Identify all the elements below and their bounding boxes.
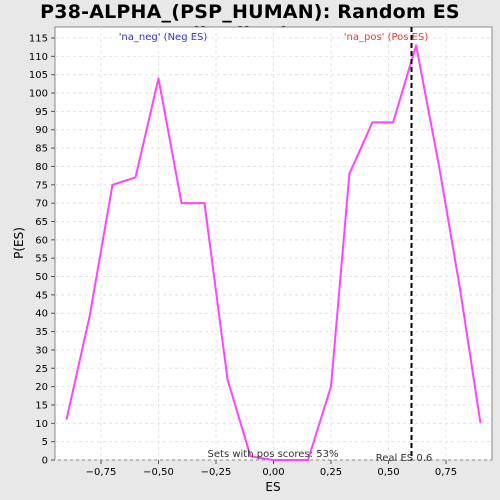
- y-tick-label: 50: [35, 272, 48, 283]
- y-tick-label: 85: [35, 144, 48, 155]
- y-tick-label: 35: [35, 327, 48, 338]
- y-tick-label: 30: [35, 345, 48, 356]
- y-tick-label: 100: [29, 89, 48, 100]
- y-tick-label: 25: [35, 364, 48, 375]
- x-tick-label: −0,50: [143, 467, 174, 478]
- neg-annotation: 'na_neg' (Neg ES): [119, 32, 208, 43]
- y-tick-label: 95: [35, 107, 48, 118]
- y-tick-label: 80: [35, 162, 48, 173]
- y-tick-label: 115: [29, 34, 48, 45]
- y-tick-label: 60: [35, 235, 48, 246]
- y-tick-label: 90: [35, 125, 48, 136]
- sets-annotation: Sets with pos scores: 53%: [208, 449, 339, 460]
- pos-annotation: 'na_pos' (Pos ES): [344, 32, 429, 43]
- y-tick-label: 65: [35, 217, 48, 228]
- y-tick-label: 110: [29, 52, 48, 63]
- x-axis-label: ES: [265, 480, 280, 494]
- x-axis-ticks: −0,75 −0,50 −0,25 0,00 0,25 0,50 0,75: [86, 460, 457, 478]
- y-tick-label: 45: [35, 290, 48, 301]
- grid-lines: [55, 27, 492, 461]
- series-layer: [65, 44, 482, 461]
- x-tick-label: −0,75: [86, 467, 117, 478]
- y-tick-label: 0: [42, 456, 48, 467]
- y-tick-label: 40: [35, 309, 48, 320]
- x-tick-label: 0,75: [435, 467, 457, 478]
- y-tick-label: 75: [35, 180, 48, 191]
- y-tick-label: 105: [29, 70, 48, 81]
- x-tick-label: 0,50: [377, 467, 399, 478]
- y-tick-label: 55: [35, 254, 48, 265]
- y-tick-label: 15: [35, 400, 48, 411]
- y-axis-ticks: 0 5 10 15 20 25 30 35 40 45 50 55 60 65 70 75 80 85 90 95 10…: [29, 34, 55, 467]
- x-tick-label: −0,25: [201, 467, 232, 478]
- y-tick-label: 10: [35, 419, 48, 430]
- y-tick-label: 70: [35, 199, 48, 210]
- y-tick-label: 20: [35, 382, 48, 393]
- x-tick-label: 0,25: [320, 467, 342, 478]
- x-tick-label: 0,00: [262, 467, 284, 478]
- distribution-line: [65, 44, 482, 461]
- y-tick-label: 5: [42, 437, 48, 448]
- real-es-label: Real ES 0.6: [376, 453, 432, 464]
- y-axis-label: P(ES): [12, 227, 26, 259]
